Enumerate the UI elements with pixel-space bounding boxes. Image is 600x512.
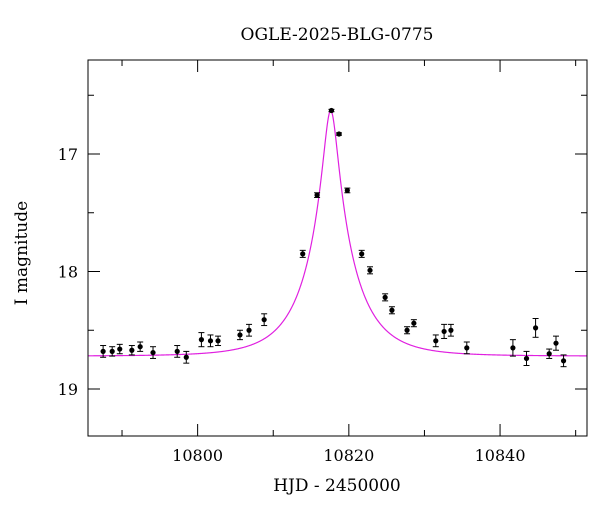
data-point — [367, 266, 374, 275]
point-marker — [553, 340, 559, 346]
data-point — [532, 318, 539, 338]
data-point — [299, 249, 306, 258]
point-marker — [129, 347, 135, 353]
x-tick-label: 10800 — [172, 446, 223, 465]
data-point — [344, 187, 351, 194]
data-point — [388, 306, 395, 315]
point-marker — [328, 107, 335, 114]
point-marker — [441, 328, 447, 335]
data-point — [560, 354, 567, 368]
point-marker — [523, 355, 530, 362]
data-point — [410, 319, 417, 328]
y-tick-label: 18 — [58, 263, 78, 282]
data-point — [150, 346, 157, 359]
data-point — [109, 346, 116, 357]
point-marker — [215, 338, 221, 344]
y-axis: 17 18 19 — [58, 94, 587, 399]
point-marker — [246, 327, 252, 333]
point-marker — [367, 267, 373, 273]
point-marker — [150, 349, 156, 356]
data-point — [207, 334, 214, 348]
data-point — [546, 348, 553, 359]
chart-title: OGLE-2025-BLG-0775 — [241, 25, 434, 45]
data-point — [128, 345, 135, 356]
point-marker — [433, 338, 439, 344]
point-marker — [314, 192, 320, 198]
point-marker — [174, 348, 180, 354]
point-marker — [261, 317, 267, 323]
point-marker — [510, 345, 516, 351]
data-point — [100, 345, 107, 358]
data-point — [198, 332, 205, 348]
x-axis-label: HJD - 2450000 — [273, 476, 401, 496]
point-marker — [109, 348, 115, 354]
data-point — [463, 341, 470, 355]
data-point — [432, 334, 439, 348]
data-point — [183, 350, 190, 364]
data-point — [328, 107, 335, 114]
point-marker — [532, 325, 539, 331]
point-marker — [404, 327, 410, 333]
data-point — [261, 313, 268, 327]
point-marker — [117, 346, 123, 352]
data-point — [441, 323, 448, 339]
point-marker — [464, 345, 470, 351]
plot-frame — [87, 59, 588, 437]
point-marker — [448, 327, 454, 333]
point-marker — [546, 351, 552, 357]
data-point — [314, 192, 321, 198]
plot-area — [88, 107, 587, 368]
point-marker — [198, 337, 205, 343]
x-tick-label: 10820 — [323, 446, 374, 465]
point-marker — [137, 344, 143, 350]
data-point — [336, 131, 343, 137]
y-tick-label: 17 — [58, 145, 78, 164]
data-point — [116, 343, 123, 355]
data-point — [358, 249, 365, 258]
point-marker — [237, 332, 243, 338]
data-point — [523, 350, 530, 366]
point-marker — [183, 354, 189, 360]
data-point — [447, 323, 454, 337]
model-curve — [88, 109, 587, 357]
data-point — [404, 326, 411, 335]
point-marker — [100, 348, 106, 354]
point-marker — [300, 251, 306, 257]
data-point — [236, 329, 243, 341]
data-point — [137, 341, 144, 352]
x-tick-label: 10840 — [475, 446, 526, 465]
point-marker — [359, 251, 365, 257]
x-axis: 10800 10820 10840 — [121, 60, 577, 465]
point-marker — [344, 187, 350, 194]
data-point — [215, 335, 222, 347]
point-marker — [336, 131, 342, 137]
data-point — [553, 335, 560, 351]
point-marker — [560, 358, 567, 364]
point-marker — [389, 307, 395, 313]
data-point — [382, 293, 389, 302]
data-point — [246, 323, 253, 337]
point-marker — [382, 294, 388, 300]
y-axis-label: I magnitude — [12, 201, 32, 305]
y-tick-label: 19 — [58, 380, 78, 399]
data-point — [174, 345, 181, 358]
data-point — [509, 339, 516, 357]
point-marker — [411, 320, 417, 326]
point-marker — [207, 338, 214, 344]
